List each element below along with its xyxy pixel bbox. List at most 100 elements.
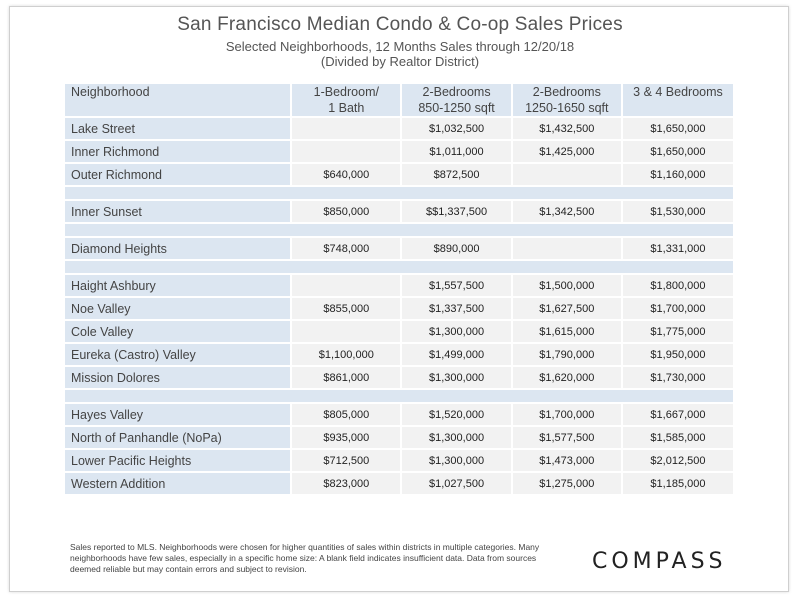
price-cell: $712,500 bbox=[292, 450, 401, 471]
price-table: Neighborhood 1-Bedroom/1 Bath 2-Bedrooms 85… bbox=[63, 82, 735, 496]
column-header-line-1: Neighborhood bbox=[71, 85, 150, 99]
table-row: Eureka (Castro) Valley $1,100,000 $1,499,0… bbox=[65, 344, 733, 365]
separator-cell bbox=[65, 187, 733, 199]
column-header-line-1: 2-Bedrooms bbox=[532, 85, 601, 99]
district-separator bbox=[65, 187, 733, 199]
price-cell: $1,950,000 bbox=[622, 344, 733, 365]
table-row: North of Panhandle (NoPa) $935,000 $1,300,… bbox=[65, 427, 733, 448]
price-cell: $850,000 bbox=[292, 201, 401, 222]
column-header-2: 2-Bedrooms 850-1250 sqft bbox=[402, 84, 511, 116]
district-separator bbox=[65, 390, 733, 402]
price-cell: $1,500,000 bbox=[512, 275, 621, 296]
price-cell: $823,000 bbox=[292, 473, 401, 494]
column-header-line-1: 2-Bedrooms bbox=[422, 85, 491, 99]
column-header-line-2: 850-1250 sqft bbox=[418, 101, 495, 115]
price-cell: $1,520,000 bbox=[402, 404, 511, 425]
table-row: Outer Richmond $640,000 $872,500 $1,160,000 bbox=[65, 164, 733, 185]
price-cell: $1,300,000 bbox=[402, 427, 511, 448]
price-cell: $1,425,000 bbox=[512, 141, 621, 162]
column-header-line-1: 1-Bedroom/ bbox=[313, 85, 379, 99]
price-cell: $1,650,000 bbox=[622, 118, 733, 139]
price-cell: $1,342,500 bbox=[512, 201, 621, 222]
table-row: Haight Ashbury $1,557,500 $1,500,000 $1,800… bbox=[65, 275, 733, 296]
separator-cell bbox=[65, 390, 733, 402]
price-cell: $1,473,000 bbox=[512, 450, 621, 471]
price-cell bbox=[512, 238, 621, 259]
price-cell: $1,160,000 bbox=[622, 164, 733, 185]
district-separator bbox=[65, 261, 733, 273]
price-cell bbox=[512, 164, 621, 185]
price-cell: $2,012,500 bbox=[622, 450, 733, 471]
chart-subtitle: Selected Neighborhoods, 12 Months Sales … bbox=[0, 39, 800, 69]
column-header-4: 3 & 4 Bedrooms bbox=[622, 84, 733, 116]
price-cell: $1,700,000 bbox=[622, 298, 733, 319]
table-row: Lower Pacific Heights $712,500 $1,300,000 $… bbox=[65, 450, 733, 471]
neighborhood-name: Lake Street bbox=[65, 118, 291, 139]
price-cell: $855,000 bbox=[292, 298, 401, 319]
neighborhood-name: Noe Valley bbox=[65, 298, 291, 319]
column-header-3: 2-Bedrooms 1250-1650 sqft bbox=[512, 84, 621, 116]
table-header-row: Neighborhood 1-Bedroom/1 Bath 2-Bedrooms 85… bbox=[65, 84, 733, 116]
price-cell: $1,700,000 bbox=[512, 404, 621, 425]
table-row: Cole Valley $1,300,000 $1,615,000 $1,775,00… bbox=[65, 321, 733, 342]
table-row: Noe Valley $855,000 $1,337,500 $1,627,500 $1… bbox=[65, 298, 733, 319]
footnote: Sales reported to MLS. Neighborhoods wer… bbox=[70, 542, 540, 574]
price-cell: $1,627,500 bbox=[512, 298, 621, 319]
price-cell: $$1,337,500 bbox=[402, 201, 511, 222]
price-cell: $1,800,000 bbox=[622, 275, 733, 296]
price-cell: $1,530,000 bbox=[622, 201, 733, 222]
neighborhood-name: Eureka (Castro) Valley bbox=[65, 344, 291, 365]
price-cell: $1,300,000 bbox=[402, 367, 511, 388]
price-cell: $890,000 bbox=[402, 238, 511, 259]
neighborhood-name: Cole Valley bbox=[65, 321, 291, 342]
price-cell: $861,000 bbox=[292, 367, 401, 388]
price-cell: $1,667,000 bbox=[622, 404, 733, 425]
neighborhood-name: North of Panhandle (NoPa) bbox=[65, 427, 291, 448]
compass-logo: COMPASS bbox=[592, 549, 727, 574]
column-header-line-2: 1250-1650 sqft bbox=[525, 101, 609, 115]
table-row: Lake Street $1,032,500 $1,432,500 $1,650,00… bbox=[65, 118, 733, 139]
neighborhood-name: Hayes Valley bbox=[65, 404, 291, 425]
separator-cell bbox=[65, 261, 733, 273]
neighborhood-name: Western Addition bbox=[65, 473, 291, 494]
price-cell: $1,331,000 bbox=[622, 238, 733, 259]
table-row: Inner Richmond $1,011,000 $1,425,000 $1,650… bbox=[65, 141, 733, 162]
price-cell: $1,185,000 bbox=[622, 473, 733, 494]
price-cell: $1,557,500 bbox=[402, 275, 511, 296]
price-cell: $748,000 bbox=[292, 238, 401, 259]
price-cell: $872,500 bbox=[402, 164, 511, 185]
table-row: Diamond Heights $748,000 $890,000 $1,331,00… bbox=[65, 238, 733, 259]
price-cell: $1,337,500 bbox=[402, 298, 511, 319]
table-row: Western Addition $823,000 $1,027,500 $1,275… bbox=[65, 473, 733, 494]
column-header-0: Neighborhood bbox=[65, 84, 291, 116]
neighborhood-name: Mission Dolores bbox=[65, 367, 291, 388]
table-row: Hayes Valley $805,000 $1,520,000 $1,700,000… bbox=[65, 404, 733, 425]
subtitle-line-1: Selected Neighborhoods, 12 Months Sales … bbox=[225, 39, 575, 54]
price-cell: $1,615,000 bbox=[512, 321, 621, 342]
neighborhood-name: Inner Sunset bbox=[65, 201, 291, 222]
price-cell: $1,790,000 bbox=[512, 344, 621, 365]
chart-title: San Francisco Median Condo & Co-op Sales… bbox=[177, 14, 623, 35]
price-cell bbox=[292, 275, 401, 296]
price-cell: $1,620,000 bbox=[512, 367, 621, 388]
subtitle-line-2: (Divided by Realtor District) bbox=[320, 54, 480, 69]
neighborhood-name: Outer Richmond bbox=[65, 164, 291, 185]
price-cell: $1,027,500 bbox=[402, 473, 511, 494]
price-cell: $1,730,000 bbox=[622, 367, 733, 388]
column-header-line-1: 3 & 4 Bedrooms bbox=[633, 85, 723, 99]
price-cell bbox=[292, 118, 401, 139]
table-row: Inner Sunset $850,000 $$1,337,500 $1,342,50… bbox=[65, 201, 733, 222]
price-cell: $1,585,000 bbox=[622, 427, 733, 448]
price-cell: $1,650,000 bbox=[622, 141, 733, 162]
price-cell: $1,100,000 bbox=[292, 344, 401, 365]
table-body: Lake Street $1,032,500 $1,432,500 $1,650,00… bbox=[65, 118, 733, 494]
price-cell: $1,499,000 bbox=[402, 344, 511, 365]
price-cell: $1,775,000 bbox=[622, 321, 733, 342]
price-cell: $1,011,000 bbox=[402, 141, 511, 162]
column-header-1: 1-Bedroom/1 Bath bbox=[292, 84, 401, 116]
column-header-line-2: 1 Bath bbox=[328, 101, 365, 115]
price-cell: $935,000 bbox=[292, 427, 401, 448]
price-cell bbox=[292, 321, 401, 342]
neighborhood-name: Diamond Heights bbox=[65, 238, 291, 259]
separator-cell bbox=[65, 224, 733, 236]
